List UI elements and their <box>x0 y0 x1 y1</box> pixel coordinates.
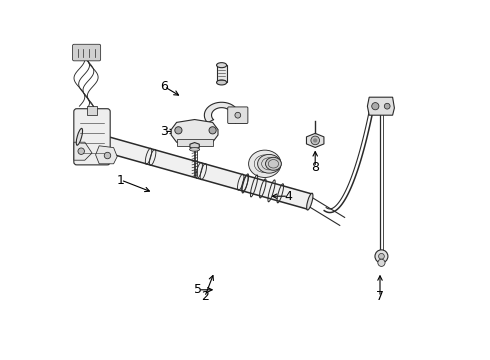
FancyBboxPatch shape <box>74 109 110 165</box>
Text: 6: 6 <box>160 80 168 93</box>
Circle shape <box>311 136 319 145</box>
Polygon shape <box>190 143 199 149</box>
Text: 4: 4 <box>284 190 292 203</box>
Polygon shape <box>306 133 324 148</box>
Ellipse shape <box>307 193 313 210</box>
Circle shape <box>78 148 84 154</box>
Circle shape <box>379 253 384 259</box>
Polygon shape <box>96 146 117 164</box>
Text: 5: 5 <box>194 283 202 296</box>
FancyBboxPatch shape <box>73 44 100 61</box>
Ellipse shape <box>266 157 281 170</box>
Text: 3: 3 <box>160 125 168 138</box>
Circle shape <box>104 152 111 159</box>
Ellipse shape <box>76 129 82 145</box>
Ellipse shape <box>248 150 281 177</box>
Circle shape <box>372 103 379 110</box>
Ellipse shape <box>190 148 199 151</box>
Circle shape <box>235 112 241 118</box>
Polygon shape <box>77 129 312 209</box>
Circle shape <box>378 259 385 266</box>
Circle shape <box>384 103 390 109</box>
Text: 7: 7 <box>376 291 384 303</box>
Text: 2: 2 <box>201 291 209 303</box>
Bar <box>176 139 213 146</box>
Polygon shape <box>368 97 394 115</box>
Bar <box>217 65 227 82</box>
Ellipse shape <box>217 80 227 85</box>
Circle shape <box>209 127 216 134</box>
Polygon shape <box>204 102 239 123</box>
Polygon shape <box>171 120 218 145</box>
Bar <box>87 106 98 115</box>
Circle shape <box>175 127 182 134</box>
Circle shape <box>313 138 318 143</box>
Ellipse shape <box>217 63 227 68</box>
Polygon shape <box>74 142 92 160</box>
Ellipse shape <box>258 154 281 173</box>
FancyBboxPatch shape <box>228 107 248 123</box>
Text: 1: 1 <box>117 174 125 186</box>
Text: 8: 8 <box>311 161 319 174</box>
Circle shape <box>375 250 388 263</box>
